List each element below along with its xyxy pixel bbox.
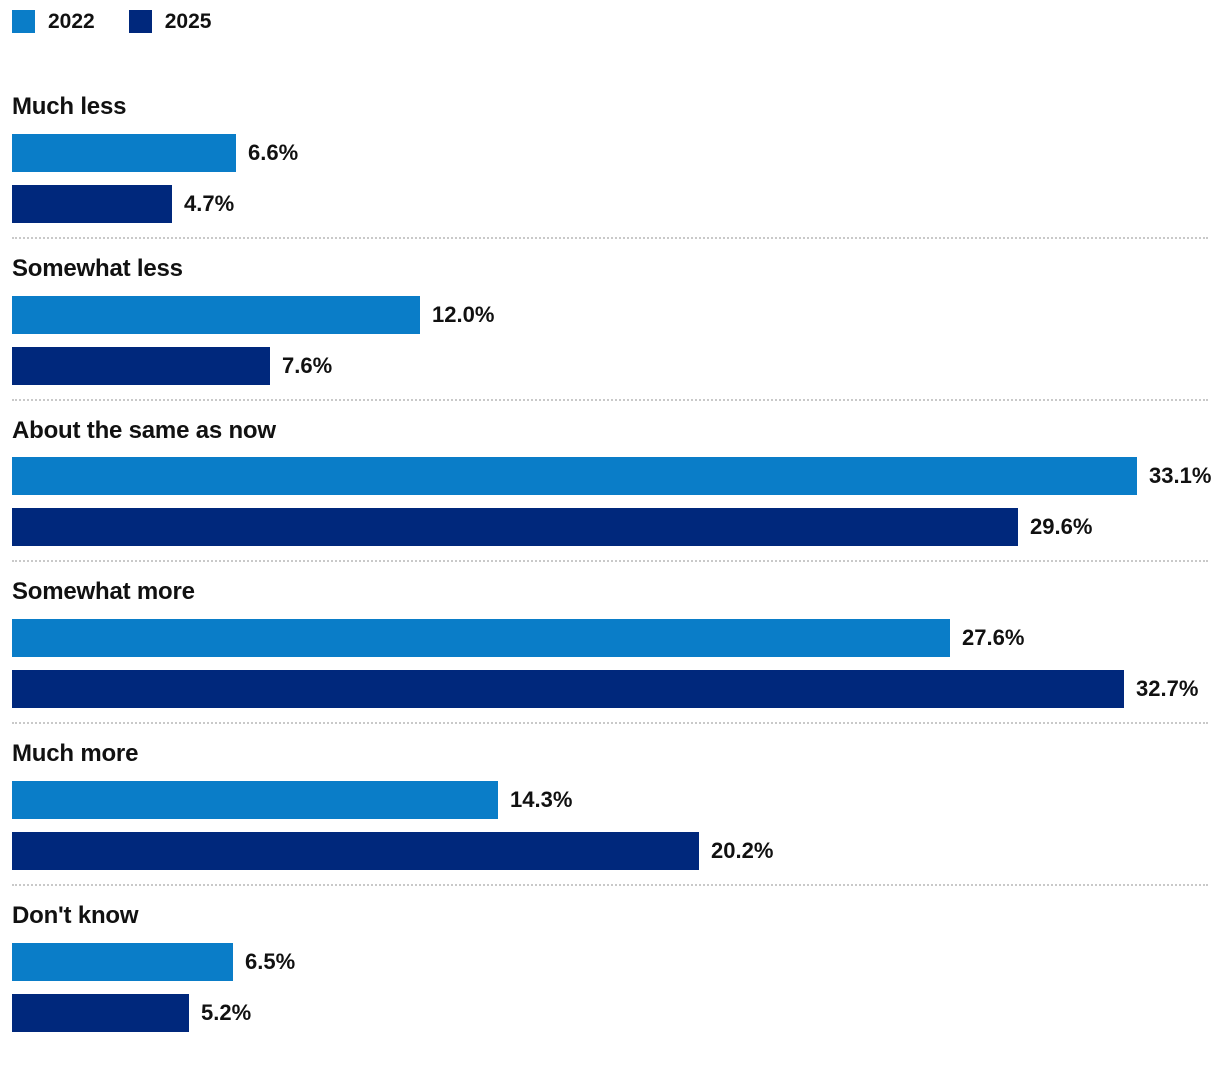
value-label: 6.5% — [245, 948, 296, 974]
bar-row-2025: 7.6% — [12, 346, 1208, 385]
bar-chart: Much less 6.6% 4.7% Somewhat less 12.0% 7.6% A… — [12, 93, 1212, 1046]
bar-2025 — [12, 346, 270, 385]
bar-2022 — [12, 942, 233, 981]
legend-swatch-2025 — [128, 10, 152, 33]
bar-row-2022: 6.6% — [12, 133, 1208, 172]
chart-legend: 2022 2025 — [12, 10, 1208, 33]
category-label: Don't know — [12, 901, 139, 929]
category-group: Somewhat less 12.0% 7.6% — [12, 239, 1208, 401]
category-group: Don't know 6.5% 5.2% — [12, 886, 1208, 1046]
bar-2022 — [12, 457, 1137, 496]
value-label: 12.0% — [432, 301, 495, 327]
value-label: 32.7% — [1136, 676, 1199, 702]
value-label: 29.6% — [1030, 514, 1093, 540]
legend-item-2025: 2025 — [128, 10, 212, 33]
legend-swatch-2022 — [12, 10, 35, 33]
value-label: 6.6% — [248, 139, 299, 165]
category-label: Somewhat less — [12, 254, 183, 282]
category-label: Somewhat more — [12, 578, 195, 606]
value-label: 14.3% — [510, 786, 573, 812]
value-label: 4.7% — [184, 190, 235, 216]
bar-2022 — [12, 133, 236, 172]
value-label: 20.2% — [711, 837, 774, 863]
legend-label: 2025 — [164, 10, 212, 33]
category-label: About the same as now — [12, 416, 276, 444]
bar-2025 — [12, 670, 1124, 709]
bar-2025 — [12, 508, 1018, 547]
category-group: Much less 6.6% 4.7% — [12, 93, 1208, 239]
category-label: Much less — [12, 93, 127, 120]
bar-2025 — [12, 831, 699, 870]
bar-2022 — [12, 295, 420, 334]
bar-2025 — [12, 184, 172, 223]
category-group: About the same as now 33.1% 29.6% — [12, 401, 1212, 563]
bar-2022 — [12, 619, 950, 658]
bar-row-2022: 27.6% — [12, 619, 1208, 658]
value-label: 27.6% — [962, 625, 1025, 651]
bar-row-2025: 4.7% — [12, 184, 1208, 223]
chart-page: 2022 2025 Much less 6.6% 4.7% Somewhat less 1… — [12, 10, 1212, 1046]
value-label: 7.6% — [282, 352, 333, 378]
category-group: Somewhat more 27.6% 32.7% — [12, 562, 1208, 725]
bar-row-2025: 29.6% — [12, 508, 1208, 547]
bar-2025 — [12, 993, 189, 1032]
bar-row-2022: 33.1% — [12, 457, 1212, 496]
value-label: 5.2% — [201, 999, 252, 1025]
bar-row-2025: 32.7% — [12, 670, 1208, 709]
legend-item-2022: 2022 — [12, 10, 95, 33]
bar-2022 — [12, 780, 498, 819]
bar-row-2025: 20.2% — [12, 831, 1208, 870]
bar-row-2025: 5.2% — [12, 993, 1208, 1032]
value-label: 33.1% — [1149, 463, 1212, 489]
legend-label: 2022 — [48, 10, 95, 33]
bar-row-2022: 12.0% — [12, 295, 1208, 334]
category-group: Much more 14.3% 20.2% — [12, 724, 1208, 886]
bar-row-2022: 6.5% — [12, 942, 1208, 981]
category-label: Much more — [12, 740, 139, 768]
bar-row-2022: 14.3% — [12, 780, 1208, 819]
